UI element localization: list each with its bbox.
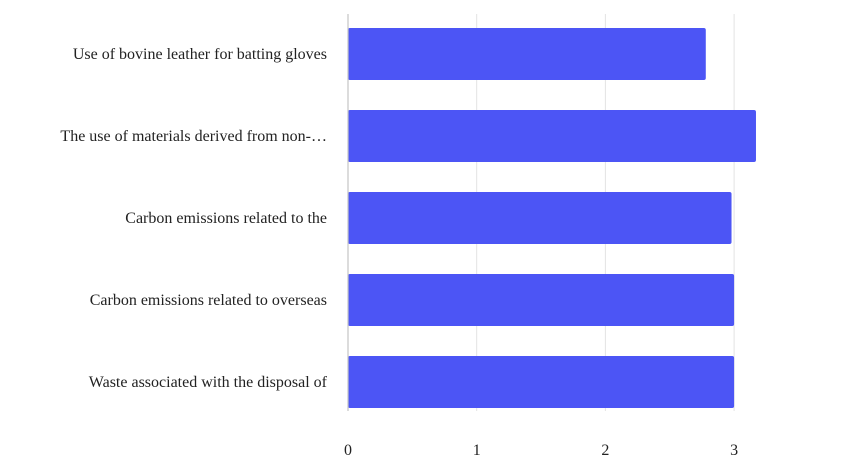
category-label: Carbon emissions related to the — [125, 210, 327, 227]
x-tick-label: 2 — [601, 442, 609, 459]
bar-layer — [348, 28, 756, 408]
bar[interactable] — [348, 192, 732, 244]
x-tick-label: 1 — [473, 442, 481, 459]
x-tick-label: 3 — [730, 442, 738, 459]
bar[interactable] — [348, 110, 756, 162]
category-label: Use of bovine leather for batting gloves — [73, 46, 327, 63]
category-label: The use of materials derived from non-… — [60, 128, 327, 145]
bar[interactable] — [348, 356, 735, 408]
x-tick-label: 0 — [344, 442, 352, 459]
category-label: Carbon emissions related to overseas — [90, 292, 327, 309]
tick-label-layer: 01234 — [344, 442, 738, 459]
bar[interactable] — [348, 28, 706, 80]
bar[interactable] — [348, 274, 735, 326]
category-label-layer: Use of bovine leather for batting gloves… — [60, 46, 327, 391]
category-label: Waste associated with the disposal of — [89, 374, 328, 391]
